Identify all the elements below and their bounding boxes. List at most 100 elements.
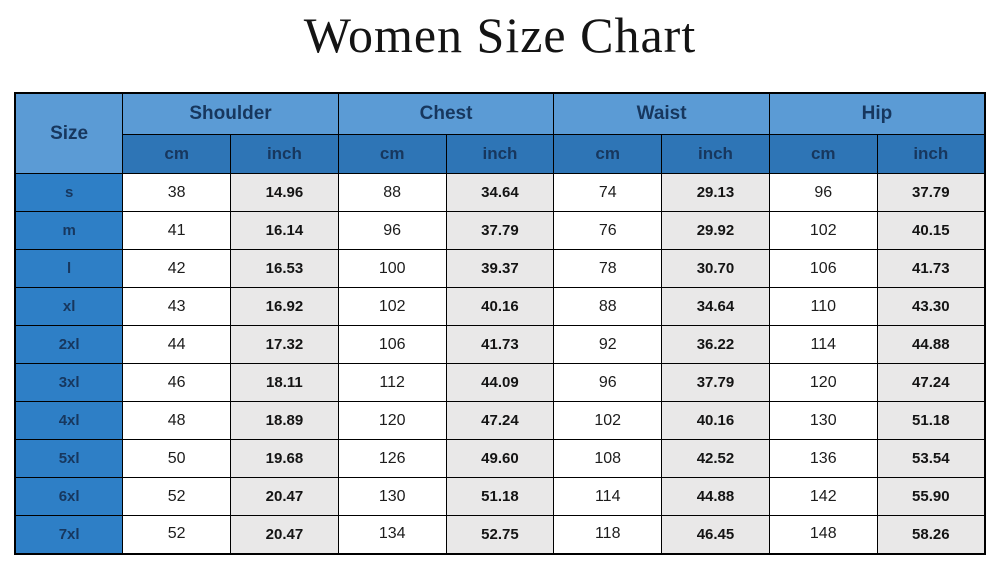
inch-value: 42.52	[661, 439, 770, 478]
inch-value: 14.96	[230, 173, 339, 212]
size-label: m	[14, 211, 124, 250]
cm-value: 96	[553, 363, 663, 402]
cm-value: 102	[768, 211, 878, 250]
cm-value: 96	[337, 211, 447, 250]
cm-value: 148	[768, 515, 878, 554]
cm-value: 88	[553, 287, 663, 326]
cm-value: 106	[337, 325, 447, 364]
inch-value: 40.16	[445, 287, 555, 326]
column-header-chest: Chest	[337, 92, 555, 135]
cm-value: 114	[768, 325, 878, 364]
cm-value: 114	[553, 477, 663, 516]
unit-header-cm: cm	[122, 134, 232, 174]
inch-value: 18.11	[230, 363, 339, 402]
inch-value: 37.79	[876, 173, 986, 212]
cm-value: 120	[768, 363, 878, 402]
inch-value: 17.32	[230, 325, 339, 364]
cm-value: 76	[553, 211, 663, 250]
cm-value: 43	[122, 287, 232, 326]
inch-value: 40.16	[661, 401, 770, 440]
cm-value: 100	[337, 249, 447, 288]
inch-value: 16.53	[230, 249, 339, 288]
cm-value: 110	[768, 287, 878, 326]
cm-value: 92	[553, 325, 663, 364]
inch-value: 49.60	[445, 439, 555, 478]
inch-value: 20.47	[230, 515, 339, 554]
inch-value: 36.22	[661, 325, 770, 364]
inch-value: 41.73	[876, 249, 986, 288]
table-row: 3xl 46 18.11 112 44.09 96 37.79 120 47.24	[14, 363, 986, 402]
column-header-shoulder: Shoulder	[122, 92, 339, 135]
cm-value: 74	[553, 173, 663, 212]
inch-value: 40.15	[876, 211, 986, 250]
inch-value: 44.88	[876, 325, 986, 364]
size-label: 5xl	[14, 439, 124, 478]
inch-value: 16.92	[230, 287, 339, 326]
cm-value: 41	[122, 211, 232, 250]
unit-header-inch: inch	[661, 134, 770, 174]
inch-value: 29.92	[661, 211, 770, 250]
unit-header-inch: inch	[230, 134, 339, 174]
cm-value: 142	[768, 477, 878, 516]
cm-value: 52	[122, 477, 232, 516]
cm-value: 130	[768, 401, 878, 440]
size-label: 6xl	[14, 477, 124, 516]
column-header-waist: Waist	[553, 92, 770, 135]
inch-value: 47.24	[445, 401, 555, 440]
cm-value: 78	[553, 249, 663, 288]
unit-header-cm: cm	[553, 134, 663, 174]
size-table-body: s 38 14.96 88 34.64 74 29.13 96 37.79 m 41 16.14 96 3…	[14, 173, 986, 554]
table-row: 5xl 50 19.68 126 49.60 108 42.52 136 53.54	[14, 439, 986, 478]
cm-value: 108	[553, 439, 663, 478]
table-row: l 42 16.53 100 39.37 78 30.70 106 41.73	[14, 249, 986, 288]
size-label: l	[14, 249, 124, 288]
inch-value: 34.64	[661, 287, 770, 326]
inch-value: 55.90	[876, 477, 986, 516]
cm-value: 48	[122, 401, 232, 440]
cm-value: 102	[553, 401, 663, 440]
group-header-row: Size Shoulder Chest Waist Hip	[14, 92, 986, 174]
cm-value: 42	[122, 249, 232, 288]
table-row: 2xl 44 17.32 106 41.73 92 36.22 114 44.88	[14, 325, 986, 364]
table-row: xl 43 16.92 102 40.16 88 34.64 110 43.30	[14, 287, 986, 326]
size-label: xl	[14, 287, 124, 326]
cm-value: 112	[337, 363, 447, 402]
cm-value: 136	[768, 439, 878, 478]
size-table: Size Shoulder Chest Waist Hip cm inch cm…	[14, 92, 986, 555]
inch-value: 51.18	[445, 477, 555, 516]
table-row: 4xl 48 18.89 120 47.24 102 40.16 130 51.18	[14, 401, 986, 440]
unit-header-row: cm inch cm inch cm inch cm inch	[15, 134, 986, 174]
inch-value: 16.14	[230, 211, 339, 250]
cm-value: 120	[337, 401, 447, 440]
inch-value: 51.18	[876, 401, 986, 440]
table-row: s 38 14.96 88 34.64 74 29.13 96 37.79	[14, 173, 986, 212]
size-label: 7xl	[14, 515, 124, 554]
inch-value: 30.70	[661, 249, 770, 288]
cm-value: 52	[122, 515, 232, 554]
inch-value: 39.37	[445, 249, 555, 288]
inch-value: 37.79	[661, 363, 770, 402]
column-header-size: Size	[14, 92, 124, 174]
table-row: m 41 16.14 96 37.79 76 29.92 102 40.15	[14, 211, 986, 250]
cm-value: 50	[122, 439, 232, 478]
cm-value: 96	[768, 173, 878, 212]
cm-value: 106	[768, 249, 878, 288]
inch-value: 19.68	[230, 439, 339, 478]
unit-header-cm: cm	[768, 134, 878, 174]
inch-value: 34.64	[445, 173, 555, 212]
cm-value: 134	[337, 515, 447, 554]
inch-value: 41.73	[445, 325, 555, 364]
inch-value: 44.88	[661, 477, 770, 516]
size-label: 4xl	[14, 401, 124, 440]
inch-value: 58.26	[876, 515, 986, 554]
cm-value: 130	[337, 477, 447, 516]
cm-value: 38	[122, 173, 232, 212]
page-title: Women Size Chart	[303, 7, 697, 63]
cm-value: 126	[337, 439, 447, 478]
inch-value: 47.24	[876, 363, 986, 402]
cm-value: 102	[337, 287, 447, 326]
cm-value: 44	[122, 325, 232, 364]
size-label: 2xl	[14, 325, 124, 364]
unit-header-cm: cm	[337, 134, 447, 174]
